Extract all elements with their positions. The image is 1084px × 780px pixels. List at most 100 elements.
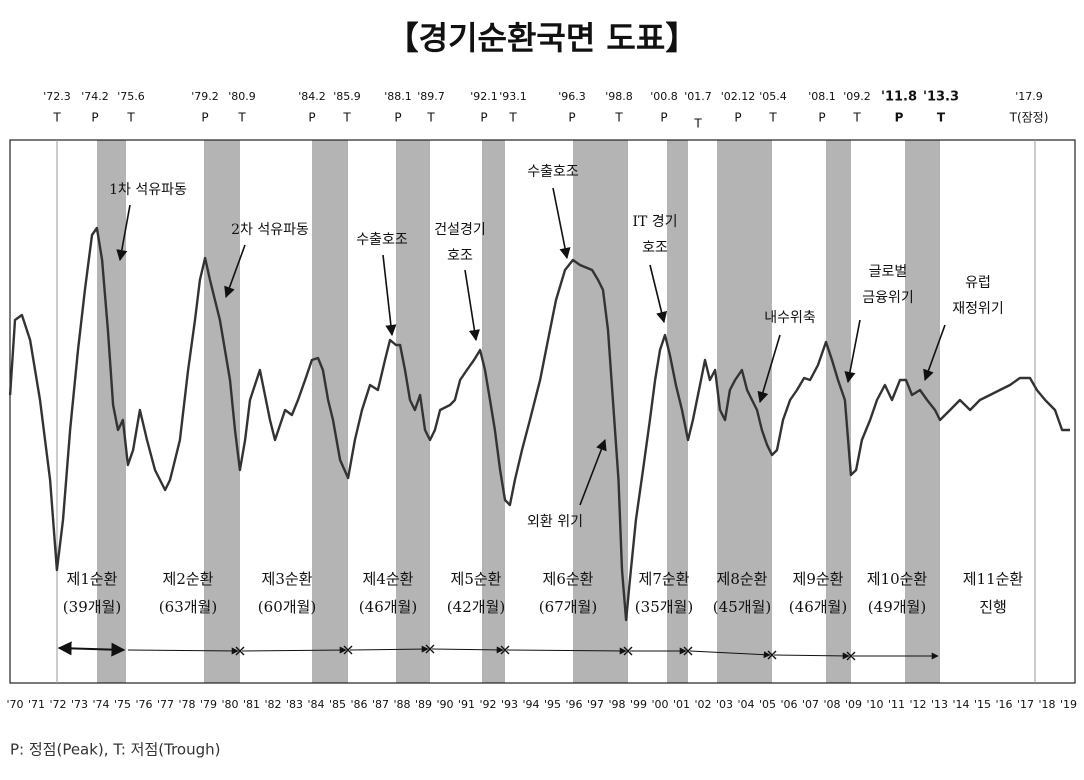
turning-date: '01.7	[684, 90, 712, 103]
x-tick-label: '70	[6, 698, 23, 711]
turning-phase: P	[734, 111, 741, 125]
cycle-node	[683, 646, 693, 656]
turning-date: '88.1	[384, 90, 412, 103]
contraction-band	[482, 140, 505, 683]
x-tick-label: '15	[974, 698, 991, 711]
annotation-arrow	[923, 324, 946, 382]
turning-date: '96.3	[558, 90, 586, 103]
x-tick-label: '13	[931, 698, 948, 711]
x-tick-label: '79	[200, 698, 217, 711]
x-tick-label: '87	[372, 698, 389, 711]
cycle-node	[343, 645, 353, 655]
cycle-node	[500, 645, 510, 655]
layer: '72.3 T '74.2 P '75.6 T '79.2 P '80.9 T '84.2 P '85.…	[6, 90, 1077, 712]
x-tick-label: '06	[780, 698, 797, 711]
x-tick-label: '08	[823, 698, 840, 711]
contraction-band	[97, 140, 126, 683]
turning-phase: P	[895, 111, 904, 125]
turning-date: '89.7	[417, 90, 445, 103]
x-tick-label: '11	[888, 698, 905, 711]
annotation: 건설경기	[434, 222, 486, 238]
x-tick-label: '19	[1060, 698, 1077, 711]
annotation: 1차 석유파동	[109, 182, 187, 198]
x-tick-label: '04	[737, 698, 754, 711]
cycle-node	[767, 650, 777, 660]
annotation: 재정위기	[952, 301, 1004, 317]
annotation: 2차 석유파동	[231, 222, 309, 238]
cycle-arrow	[773, 652, 850, 660]
annotation-arrow	[224, 244, 246, 299]
turning-phase: T	[614, 111, 623, 125]
cycle-duration: (67개월)	[539, 598, 597, 616]
cycle-name: 제4순환	[363, 570, 414, 588]
contraction-band	[905, 140, 940, 683]
x-tick-label: '99	[630, 698, 647, 711]
x-tick-label: '73	[71, 698, 88, 711]
cycle-arrow	[431, 646, 504, 654]
annotation-arrow	[552, 187, 571, 260]
annotation-arrow	[464, 269, 480, 342]
x-tick-label: '94	[522, 698, 539, 711]
cycle-duration: 진행	[979, 598, 1007, 616]
contraction-band	[396, 140, 430, 683]
x-tick-label: '76	[135, 698, 152, 711]
x-tick-label: '71	[28, 698, 45, 711]
x-tick-label: '75	[114, 698, 131, 711]
turning-date: '09.2	[843, 90, 871, 103]
x-tick-label: '83	[286, 698, 303, 711]
turning-phase: T	[126, 111, 135, 125]
x-tick-label: '09	[845, 698, 862, 711]
turning-phase: P	[308, 111, 315, 125]
cycle-node	[846, 651, 856, 661]
x-tick-label: '90	[436, 698, 453, 711]
turning-date: '72.3	[43, 90, 71, 103]
cycle-name: 제3순환	[262, 570, 313, 588]
x-tick-label: '77	[157, 698, 174, 711]
annotation: 유럽	[965, 275, 991, 291]
turning-phase: T	[237, 111, 246, 125]
turning-date: '17.9	[1015, 90, 1043, 103]
x-tick-label: '78	[178, 698, 195, 711]
x-tick-label: '92	[479, 698, 496, 711]
annotation-arrow	[116, 204, 131, 262]
x-tick-label: '98	[608, 698, 625, 711]
x-tick-label: '18	[1038, 698, 1055, 711]
x-tick-label: '95	[544, 698, 561, 711]
turning-date: '02.12	[721, 90, 756, 103]
turning-phase: T	[52, 111, 61, 125]
chart-title: 【경기순환국면 도표】	[387, 19, 698, 57]
annotation: 수출호조	[527, 164, 579, 180]
annotation: 수출호조	[356, 232, 408, 248]
x-tick-label: '89	[415, 698, 432, 711]
x-tick-label: '01	[673, 698, 690, 711]
x-tick-label: '74	[92, 698, 109, 711]
footnote: P: 정점(Peak), T: 저점(Trough)	[10, 741, 220, 759]
x-tick-label: '14	[952, 698, 969, 711]
turning-phase: T	[852, 111, 861, 125]
contraction-band	[667, 140, 688, 683]
cycle-name: 제8순환	[717, 570, 768, 588]
index-line	[8, 226, 1070, 622]
cycle-arrow	[506, 647, 627, 655]
x-tick-label: '88	[393, 698, 410, 711]
x-tick-label: '16	[995, 698, 1012, 711]
x-tick-label: '96	[565, 698, 582, 711]
cycle-duration: (60개월)	[258, 598, 316, 616]
cycle-node	[623, 646, 633, 656]
cycle-name: 제6순환	[543, 570, 594, 588]
turning-date: '79.2	[191, 90, 219, 103]
turning-phase: P	[480, 111, 487, 125]
cycle-name: 제11순환	[963, 570, 1024, 588]
annotation-arrow	[382, 254, 397, 337]
annotation-arrow	[649, 264, 668, 324]
turning-phase: T	[768, 111, 777, 125]
cycle-node	[425, 644, 435, 654]
cycle-duration: (42개월)	[447, 598, 505, 616]
x-tick-label: '91	[458, 698, 475, 711]
annotation: 호조	[447, 248, 473, 264]
cycle-name: 제9순환	[793, 570, 844, 588]
cycle-arrow	[349, 645, 429, 653]
x-tick-label: '97	[587, 698, 604, 711]
turning-date: '85.9	[333, 90, 361, 103]
x-tick-label: '05	[759, 698, 776, 711]
